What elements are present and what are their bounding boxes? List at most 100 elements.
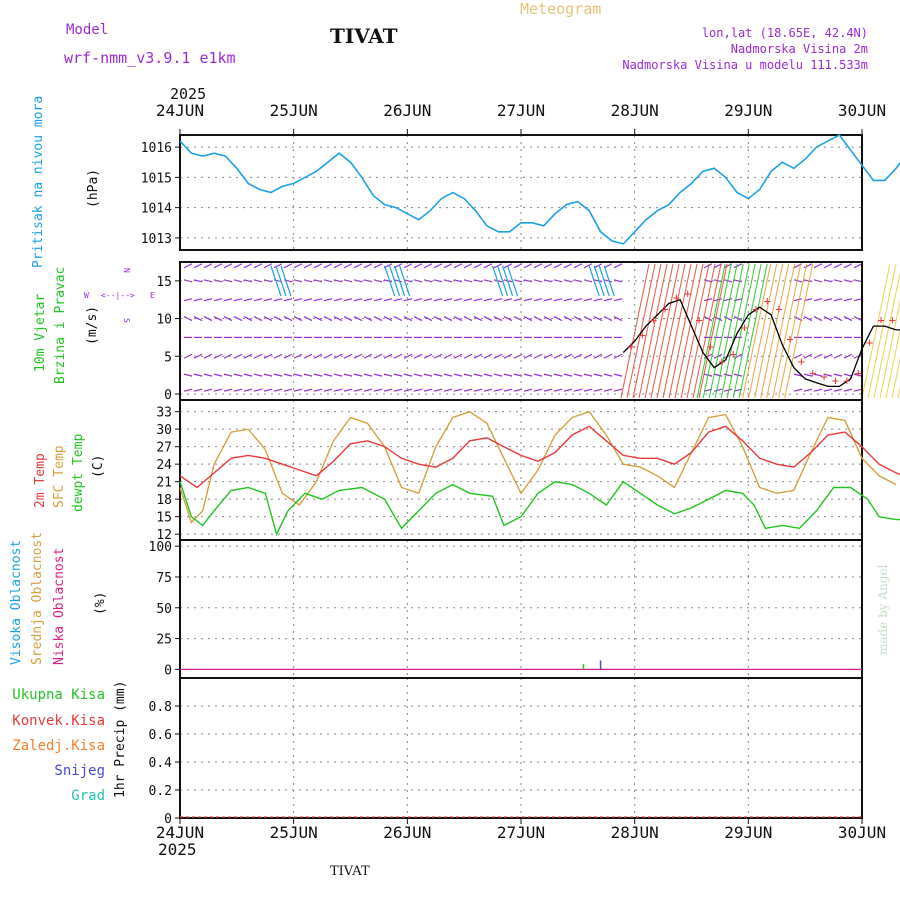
- wind-barb: [293, 279, 303, 283]
- wind-barb: [243, 298, 253, 302]
- wind-barb: [563, 298, 573, 302]
- wind-barb: [853, 279, 863, 283]
- wind-barb: [843, 388, 853, 392]
- wind-barb-warm: [738, 263, 768, 399]
- y-tick-label: 21: [156, 476, 172, 491]
- wind-barb: [283, 298, 293, 302]
- wind-barb: [353, 353, 363, 359]
- wind-barb: [273, 263, 283, 269]
- wind-barb: [403, 388, 413, 392]
- wind-barb: [463, 388, 473, 392]
- wind-barb-warm: [778, 263, 808, 399]
- y-tick-label: 0: [164, 388, 172, 403]
- y-tick-label: 0: [164, 812, 172, 827]
- wind-barb: [293, 316, 303, 322]
- wind-barb: [363, 316, 373, 322]
- wind-barb: [453, 316, 463, 322]
- temp-2m-line: [179, 425, 900, 489]
- wind-barb: [353, 373, 363, 377]
- wind-barb: [363, 373, 373, 377]
- y-tick-label: 0.4: [149, 756, 173, 771]
- wind-barb: [513, 298, 523, 302]
- wind-barb: [313, 263, 323, 269]
- wind-barb: [323, 373, 333, 377]
- wind-barb: [543, 316, 553, 322]
- wind-barb: [463, 298, 473, 302]
- wind-barb: [223, 388, 233, 392]
- wind-barb: [493, 298, 503, 302]
- wind-barb: [503, 298, 513, 302]
- wind-barb: [543, 298, 553, 302]
- wind-barb: [313, 298, 323, 302]
- wind-barb: [613, 263, 623, 269]
- wind-barb: [283, 263, 293, 269]
- panel-frame: [179, 539, 863, 679]
- wind-barb-cyan: [593, 265, 605, 297]
- wind-barb: [333, 263, 343, 269]
- wind-barb: [203, 388, 213, 392]
- wind-barb: [803, 316, 813, 322]
- wind-barb-warm: [644, 263, 674, 399]
- wind-barb: [383, 373, 393, 377]
- model-label: Model: [66, 22, 108, 38]
- wind-barb: [473, 353, 483, 359]
- wind-barb: [613, 316, 623, 322]
- wind-barb-warm: [698, 263, 728, 399]
- wind-barb: [573, 388, 583, 392]
- wind-labels: 10m Vjetar Brzina i Pravac (m/s) W E N S…: [33, 267, 155, 384]
- wind-barb-warm: [692, 263, 722, 399]
- wind-barb: [813, 373, 823, 377]
- wind-barb: [363, 263, 373, 269]
- wind-barb: [503, 353, 513, 359]
- wind-barb: [543, 373, 553, 377]
- wind-barb: [563, 316, 573, 322]
- wind-barb-warm: [760, 263, 790, 399]
- wind-barb-warm: [891, 357, 900, 399]
- wind-barb: [223, 373, 233, 377]
- wind-barb: [363, 353, 373, 359]
- wind-barb: [823, 263, 833, 269]
- wind-barb: [193, 263, 203, 269]
- wind-barb-warm: [708, 263, 738, 399]
- legend-zaledj: Zaledj.Kisa: [12, 738, 105, 754]
- wind-barb: [733, 279, 743, 283]
- model-altitude: Nadmorska Visina u modelu 111.533m: [622, 58, 868, 72]
- wind-barb: [193, 388, 203, 392]
- wind-barb: [263, 316, 273, 322]
- wind-barb: [283, 353, 293, 359]
- compass-n: N: [122, 268, 131, 273]
- sfc-temp-line: [179, 410, 897, 524]
- wind-barb: [493, 353, 503, 359]
- wind-barb: [563, 263, 573, 269]
- y-tick-label: 30: [156, 423, 172, 438]
- x-tick-label-bottom: 26JUN: [383, 823, 431, 842]
- wind-barb: [403, 298, 413, 302]
- year-bottom: 2025: [158, 840, 197, 859]
- x-tick-label-top: 30JUN: [838, 101, 886, 120]
- wind-barb: [853, 353, 863, 359]
- y-tick-label: 100: [149, 540, 172, 555]
- x-tick-label-bottom: 30JUN: [838, 823, 886, 842]
- wind-barb: [563, 388, 573, 392]
- wind-barb-warm: [766, 263, 796, 399]
- wind-barb: [573, 316, 583, 322]
- temp-labels: 2m Temp SFC Temp dewpt Temp (C): [33, 434, 106, 512]
- wind-barb-warm: [662, 263, 692, 399]
- wind-barb: [353, 316, 363, 322]
- y-tick-label: 12: [156, 528, 172, 543]
- wind-barb-warm: [867, 263, 897, 399]
- compass-w: W: [84, 291, 89, 300]
- wind-barb: [593, 373, 603, 377]
- wind-barb-warm: [638, 263, 668, 399]
- wind-barb: [833, 263, 843, 269]
- wind-barb: [573, 373, 583, 377]
- wind-barb: [313, 373, 323, 377]
- wind-barb: [593, 298, 603, 302]
- wind-barb-warm: [748, 263, 778, 399]
- wind-barb: [343, 373, 353, 377]
- legend-grad: Grad: [71, 788, 105, 804]
- wind-barb: [793, 298, 803, 302]
- wind-barb: [303, 373, 313, 377]
- wind-barb: [803, 279, 813, 283]
- wind-barb: [353, 279, 363, 283]
